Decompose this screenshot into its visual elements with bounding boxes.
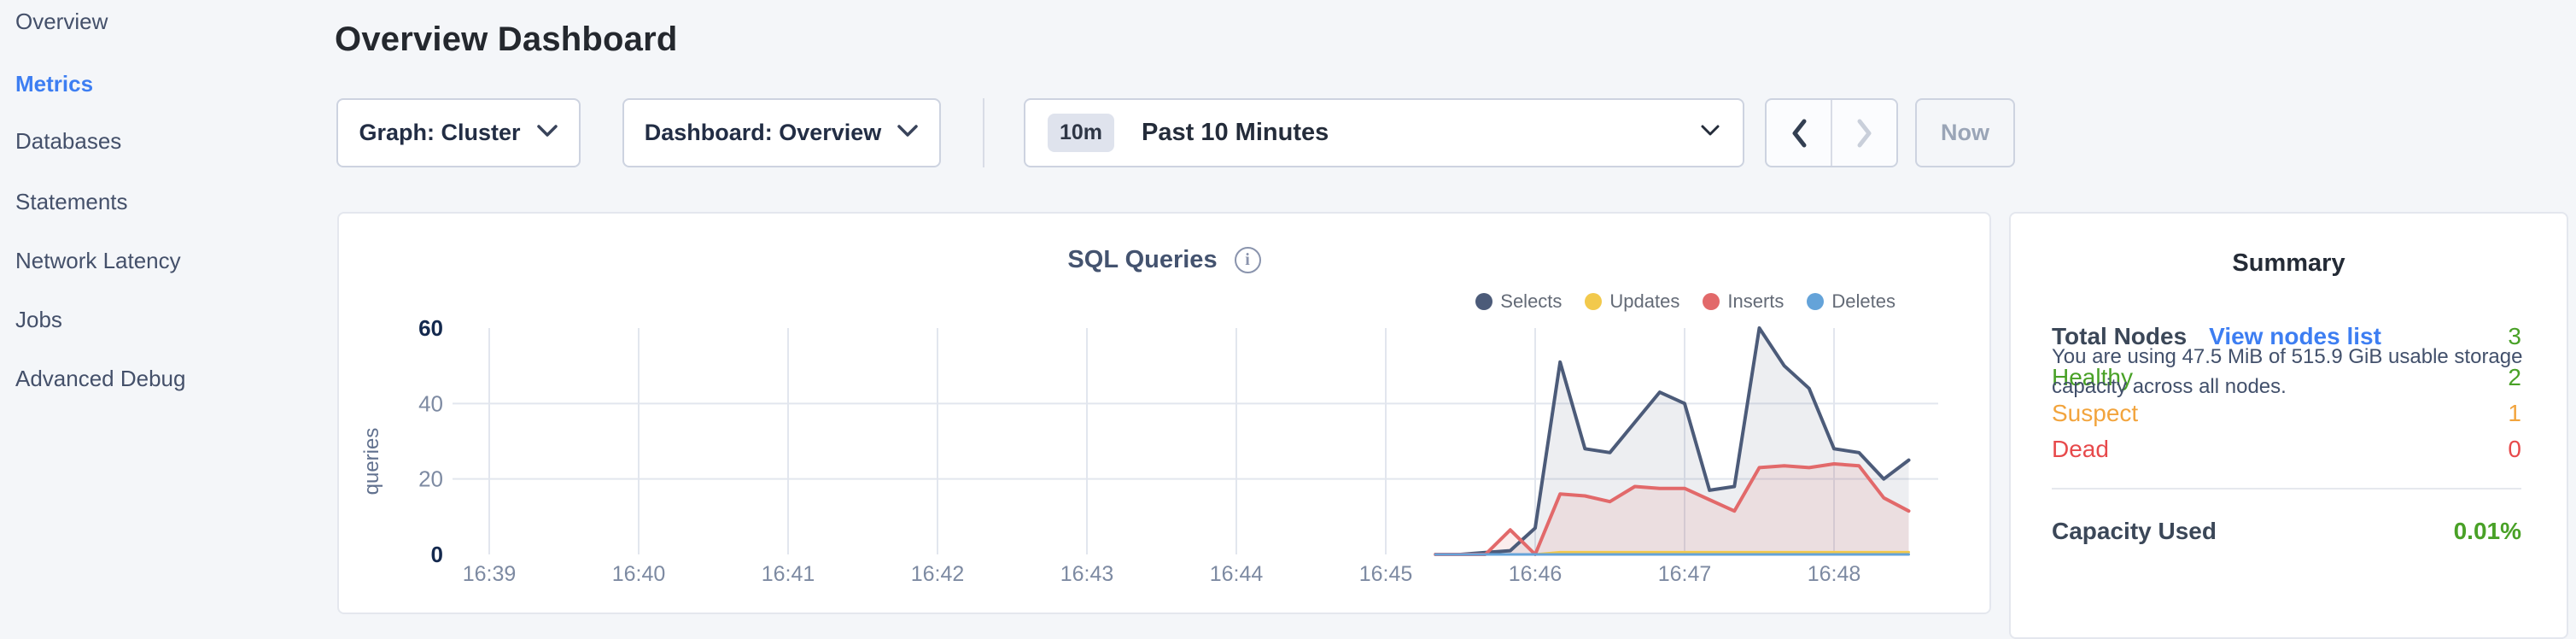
chart-title: SQL Queries bbox=[1067, 246, 1218, 273]
sidebar-nav: Overview Metrics Databases Statements Networ… bbox=[0, 0, 324, 624]
sidebar-item-metrics[interactable]: Metrics bbox=[15, 71, 94, 97]
capacity-used-value: 0.01% bbox=[2453, 518, 2521, 544]
legend-label: Inserts bbox=[1727, 290, 1785, 312]
selects-series-line bbox=[1434, 326, 1911, 556]
legend-label: Deletes bbox=[1831, 290, 1895, 312]
info-icon[interactable]: i bbox=[1234, 247, 1261, 273]
graph-selector-dropdown[interactable]: Graph: Cluster bbox=[336, 98, 581, 167]
selects-series-area bbox=[1435, 328, 1909, 554]
time-prev-button[interactable] bbox=[1767, 100, 1831, 166]
svg-text:16:40: 16:40 bbox=[612, 562, 666, 586]
dashboard-selector-dropdown[interactable]: Dashboard: Overview bbox=[622, 98, 941, 167]
chevron-down-icon bbox=[1700, 124, 1720, 142]
legend-label: Selects bbox=[1500, 290, 1563, 312]
svg-text:16:41: 16:41 bbox=[762, 562, 815, 586]
time-range-badge: 10m bbox=[1048, 114, 1115, 152]
suspect-row: Suspect 1 bbox=[2052, 400, 2521, 427]
dashboard-selector-label: Dashboard: Overview bbox=[644, 120, 882, 145]
time-step-button-group bbox=[1765, 98, 1898, 167]
sidebar-item-statements[interactable]: Statements bbox=[15, 189, 128, 214]
suspect-value: 1 bbox=[2508, 400, 2521, 426]
dead-value: 0 bbox=[2508, 436, 2521, 462]
svg-text:16:42: 16:42 bbox=[911, 562, 965, 586]
legend-item-inserts[interactable]: Inserts bbox=[1703, 290, 1784, 313]
legend-item-selects[interactable]: Selects bbox=[1475, 290, 1562, 313]
legend-dot bbox=[1475, 293, 1493, 310]
chevron-right-icon bbox=[1857, 119, 1871, 147]
sidebar-item-network-latency[interactable]: Network Latency bbox=[15, 248, 181, 273]
legend-item-updates[interactable]: Updates bbox=[1585, 290, 1679, 313]
inserts-series-area bbox=[1435, 464, 1909, 554]
svg-text:16:44: 16:44 bbox=[1210, 562, 1264, 586]
dead-row: Dead 0 bbox=[2052, 436, 2521, 463]
time-range-label: Past 10 Minutes bbox=[1142, 119, 1329, 146]
svg-text:16:39: 16:39 bbox=[463, 562, 517, 586]
healthy-label: Healthy bbox=[2052, 364, 2133, 390]
legend-label: Updates bbox=[1609, 290, 1680, 312]
capacity-description: You are using 47.5 MiB of 515.9 GiB usab… bbox=[2052, 345, 2523, 398]
total-nodes-value: 3 bbox=[2508, 323, 2521, 349]
svg-text:16:46: 16:46 bbox=[1509, 562, 1563, 586]
svg-text:0: 0 bbox=[431, 542, 443, 567]
summary-card bbox=[2009, 212, 2568, 639]
chart-legend: Selects Updates Inserts Deletes bbox=[1475, 290, 1895, 313]
sidebar-item-jobs[interactable]: Jobs bbox=[15, 307, 62, 332]
chevron-down-icon bbox=[897, 124, 919, 143]
view-nodes-list-link[interactable]: View nodes list bbox=[2209, 323, 2381, 349]
dead-label: Dead bbox=[2052, 436, 2109, 462]
graph-selector-label: Graph: Cluster bbox=[359, 120, 521, 145]
svg-text:40: 40 bbox=[418, 390, 443, 416]
capacity-used-label: Capacity Used bbox=[2052, 518, 2217, 544]
chevron-left-icon bbox=[1792, 119, 1806, 147]
healthy-value: 2 bbox=[2508, 364, 2521, 390]
page-title: Overview Dashboard bbox=[335, 21, 678, 58]
healthy-row: Healthy 2 bbox=[2052, 364, 2521, 391]
chart-card: SQL Queries i Selects Updates Inserts Delet… bbox=[337, 212, 1991, 614]
chevron-down-icon bbox=[536, 124, 558, 143]
summary-divider bbox=[2052, 488, 2521, 490]
summary-title: Summary bbox=[2232, 249, 2345, 277]
svg-text:16:43: 16:43 bbox=[1060, 562, 1114, 586]
total-nodes-label: Total Nodes bbox=[2052, 323, 2188, 349]
svg-text:16:47: 16:47 bbox=[1658, 562, 1712, 586]
total-nodes-row: Total Nodes View nodes list 3 bbox=[2052, 323, 2521, 350]
legend-dot bbox=[1807, 293, 1825, 310]
now-button-label: Now bbox=[1941, 120, 1989, 145]
sidebar-item-overview[interactable]: Overview bbox=[15, 9, 108, 34]
svg-text:queries: queries bbox=[360, 428, 383, 495]
suspect-label: Suspect bbox=[2052, 400, 2139, 426]
controls-divider bbox=[983, 98, 984, 167]
time-next-button[interactable] bbox=[1831, 100, 1896, 166]
svg-text:60: 60 bbox=[418, 315, 443, 341]
legend-dot bbox=[1585, 293, 1603, 310]
legend-dot bbox=[1703, 293, 1720, 310]
legend-item-deletes[interactable]: Deletes bbox=[1807, 290, 1895, 313]
svg-text:16:48: 16:48 bbox=[1808, 562, 1861, 586]
svg-text:16:45: 16:45 bbox=[1359, 562, 1413, 586]
sql-queries-chart: 0 20 40 60 16:39 16:40 16:41 16:42 16:43 16:44 16:… bbox=[360, 315, 1938, 586]
time-range-selector[interactable]: 10m Past 10 Minutes bbox=[1024, 98, 1744, 167]
capacity-used-row: Capacity Used 0.01% bbox=[2052, 518, 2521, 545]
sidebar-item-databases[interactable]: Databases bbox=[15, 128, 122, 154]
inserts-series-line bbox=[1434, 462, 1911, 556]
sidebar-item-advanced-debug[interactable]: Advanced Debug bbox=[15, 366, 186, 391]
now-button[interactable]: Now bbox=[1915, 98, 2015, 167]
svg-text:20: 20 bbox=[418, 466, 443, 492]
